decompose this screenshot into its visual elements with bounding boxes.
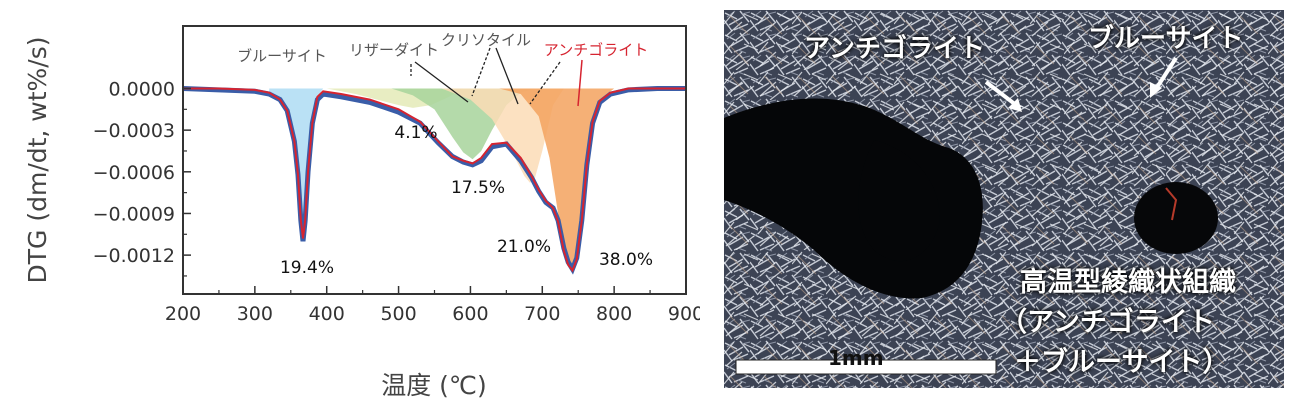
dtg-chart: 200 300 400 500 600 700 800 900 0.0000 −0.0003 −0… xyxy=(23,25,700,400)
x-tick-label: 400 xyxy=(309,303,345,325)
component-area-3 xyxy=(441,88,564,183)
y-axis-ticks: 0.0000 −0.0003 −0.0006 −0.0009 −0.0012 xyxy=(93,78,191,277)
micro-caption-line2: （アンチゴライト xyxy=(1000,307,1215,338)
micro-label-brucite: ブルーサイト xyxy=(1088,24,1244,54)
chrysotile-leader-line-a xyxy=(471,47,491,97)
chrysotile-annotation: クリソタイル xyxy=(441,31,531,49)
x-tick-label: 800 xyxy=(596,303,632,325)
x-axis-title: 温度 (℃) xyxy=(381,371,487,400)
dark-void-right xyxy=(1134,182,1218,254)
micro-label-antigorite: アンチゴライト xyxy=(804,34,985,64)
brucite-annotation: ブルーサイト xyxy=(237,47,327,65)
micro-caption-line3: ＋ブルーサイト） xyxy=(1014,347,1230,378)
antigorite-annotation: アンチゴライト xyxy=(544,41,648,59)
percent-label-0: 19.4% xyxy=(280,258,334,278)
lizardite-leader-line xyxy=(414,61,469,103)
x-axis-ticks: 200 300 400 500 600 700 800 900 xyxy=(165,286,700,325)
x-tick-label: 900 xyxy=(668,303,700,325)
component-annotations: ブルーサイト リザーダイト クリソタイル アンチゴライト xyxy=(237,31,648,107)
percent-label-1: 4.1% xyxy=(394,123,437,143)
micrograph-image xyxy=(724,10,1284,388)
antigorite-leader-line xyxy=(577,59,583,107)
scale-bar xyxy=(735,359,997,375)
component-area-4 xyxy=(499,88,615,270)
x-tick-label: 200 xyxy=(165,303,201,325)
percent-label-4: 38.0% xyxy=(599,250,653,270)
percent-label-3: 21.0% xyxy=(497,237,551,257)
measured-dtg-curve xyxy=(182,85,686,275)
percent-labels: 19.4% 4.1% 17.5% 21.0% 38.0% xyxy=(280,123,653,278)
x-tick-label: 500 xyxy=(380,303,416,325)
x-tick-label: 700 xyxy=(524,303,560,325)
percent-label-2: 17.5% xyxy=(451,178,505,198)
micro-caption-line1: 高温型綾織状組織 xyxy=(1020,267,1236,298)
y-tick-label: −0.0012 xyxy=(93,245,175,267)
x-tick-label: 300 xyxy=(237,303,273,325)
x-tick-label: 600 xyxy=(452,303,488,325)
scale-bar-label: 1mm xyxy=(828,346,884,370)
fitted-dtg-curve xyxy=(183,87,686,273)
y-tick-label: 0.0000 xyxy=(109,78,175,100)
antigorite-leader-dash xyxy=(529,61,561,105)
chrysotile-leader-line-b xyxy=(495,47,519,105)
y-tick-label: −0.0009 xyxy=(93,203,175,225)
y-tick-label: −0.0006 xyxy=(93,162,175,184)
y-axis-title: DTG (dm/dt, wt%/s) xyxy=(23,36,52,283)
y-tick-label: −0.0003 xyxy=(93,120,175,142)
micrograph-panel: アンチゴライト ブルーサイト 高温型綾織状組織 （アンチゴライト ＋ブルーサイト… xyxy=(724,10,1284,388)
lizardite-annotation: リザーダイト xyxy=(349,41,439,59)
